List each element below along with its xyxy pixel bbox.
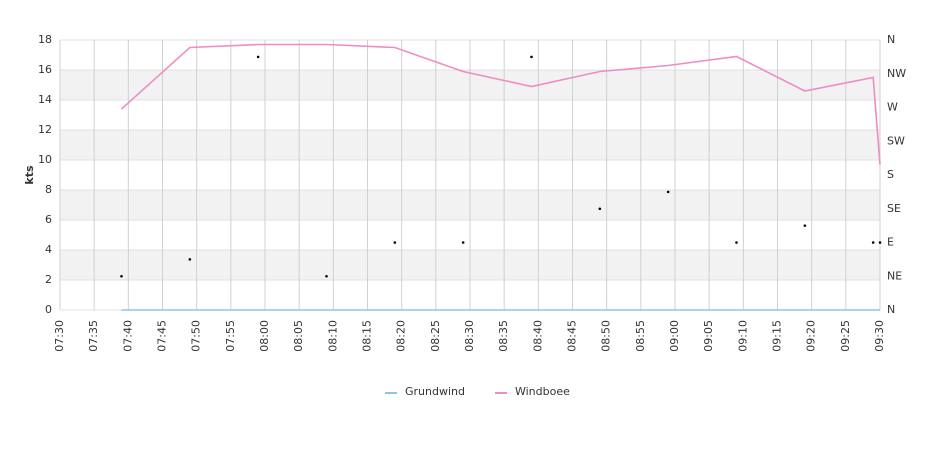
direction-dot	[188, 258, 192, 261]
x-tick-label: 09:10	[736, 320, 749, 352]
x-tick-label: 09:20	[805, 320, 818, 352]
x-tick-label: 08:55	[634, 320, 647, 352]
direction-dot	[878, 241, 882, 244]
x-tick-label: 07:55	[224, 320, 237, 352]
direction-dot	[120, 274, 123, 278]
y-tick-label: 18	[38, 33, 52, 46]
x-tick-label: 08:15	[361, 320, 374, 352]
direction-dot	[803, 224, 807, 227]
line-series	[120, 43, 881, 165]
y-tick-label: 14	[38, 93, 52, 106]
y-tick-label: 8	[45, 183, 52, 196]
legend-label: Windboee	[515, 385, 570, 398]
y-tick-label: 6	[45, 213, 52, 226]
y-tick-label: 4	[45, 243, 52, 256]
direction-dot	[461, 241, 465, 244]
x-tick-label: 09:15	[771, 320, 784, 352]
y2-tick-label: S	[887, 168, 894, 181]
direction-dot	[325, 274, 328, 278]
y-tick-label: 2	[45, 273, 52, 286]
y-axis-label: kts	[23, 165, 36, 185]
x-tick-label: 07:50	[190, 320, 203, 352]
direction-dot	[871, 241, 875, 244]
direction-dot	[256, 55, 260, 59]
x-tick-label: 08:20	[395, 320, 408, 352]
y-tick-label: 16	[38, 63, 52, 76]
direction-dot	[735, 241, 738, 244]
y2-tick-label: E	[887, 236, 894, 249]
x-tick-label: 07:35	[87, 320, 100, 352]
y2-tick-label: NW	[887, 67, 906, 80]
x-tick-label: 07:45	[156, 320, 169, 352]
x-tick-label: 08:25	[429, 320, 442, 352]
y2-tick-label: N	[887, 303, 895, 316]
x-tick-label: 08:10	[326, 320, 339, 352]
x-tick-label: 07:40	[121, 320, 134, 352]
direction-dot	[393, 241, 397, 244]
y2-tick-label: SW	[887, 134, 905, 147]
y2-tick-label: SE	[887, 202, 901, 215]
legend-label: Grundwind	[405, 385, 465, 398]
y2-tick-label: W	[887, 101, 898, 114]
x-tick-label: 08:50	[600, 320, 613, 352]
y2-tick-label: N	[887, 33, 895, 46]
x-tick-label: 08:00	[258, 320, 271, 352]
x-tick-label: 09:30	[873, 320, 886, 352]
x-tick-label: 07:30	[53, 320, 66, 352]
x-tick-label: 08:30	[463, 320, 476, 352]
direction-dot	[598, 207, 602, 211]
y-tick-label: 10	[38, 153, 52, 166]
direction-dot	[666, 190, 670, 194]
x-tick-label: 09:00	[668, 320, 681, 352]
x-tick-label: 08:35	[497, 320, 510, 352]
direction-dot	[530, 55, 533, 59]
x-tick-label: 08:05	[292, 320, 305, 352]
y-tick-label: 12	[38, 123, 52, 136]
x-tick-label: 08:40	[531, 320, 544, 352]
x-tick-label: 09:05	[702, 320, 715, 352]
y2-tick-label: NE	[887, 269, 902, 282]
y-tick-label: 0	[45, 303, 52, 316]
x-tick-label: 08:45	[566, 320, 579, 352]
x-tick-label: 09:25	[839, 320, 852, 352]
